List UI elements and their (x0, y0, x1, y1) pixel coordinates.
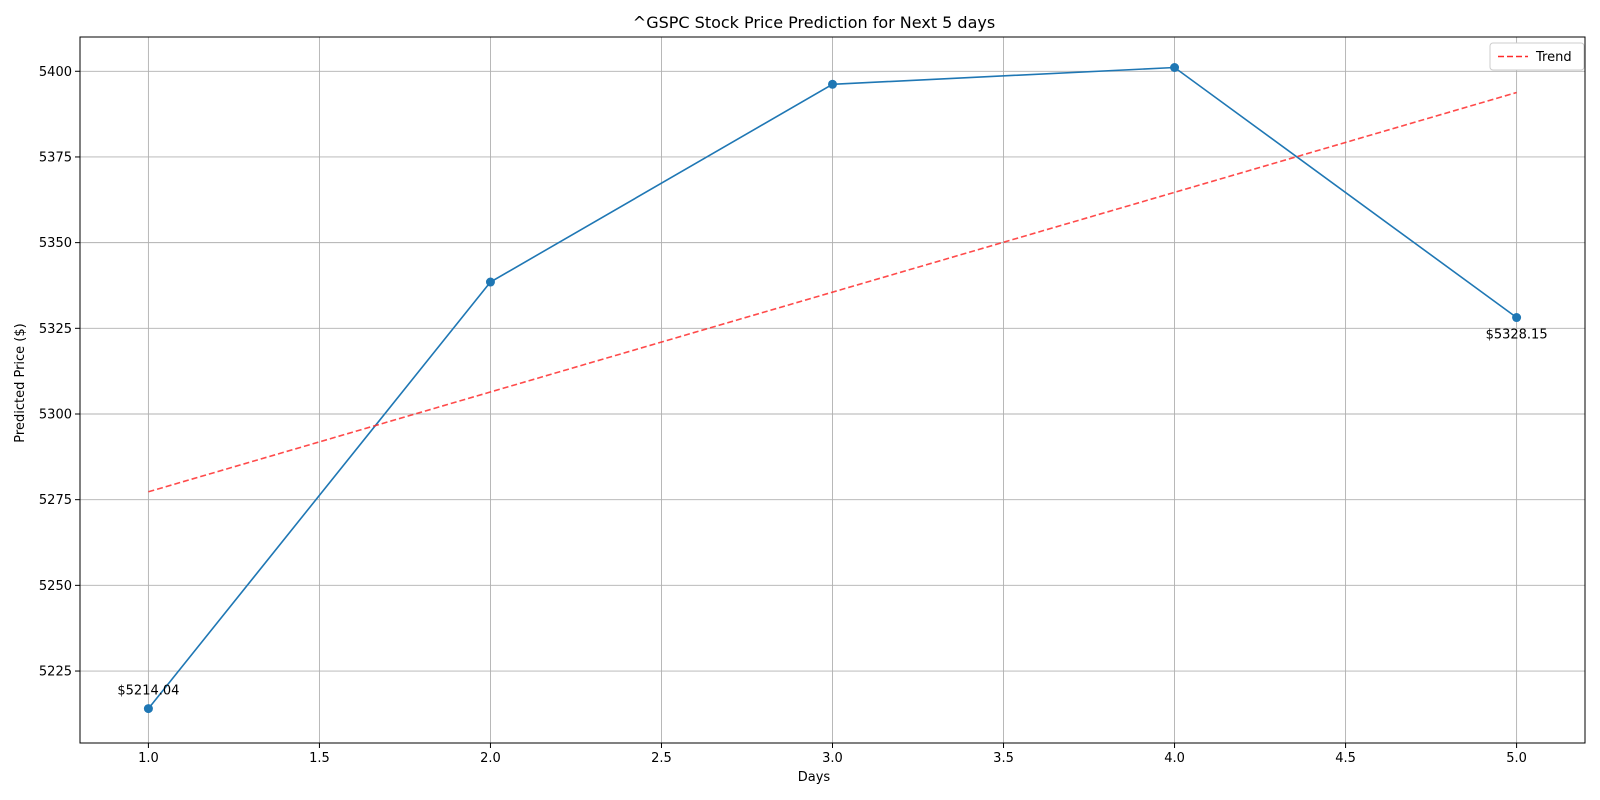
y-tick-label: 5275 (39, 493, 72, 508)
data-point (1512, 313, 1522, 323)
x-axis-label: Days (798, 770, 831, 785)
x-tick-label: 4.0 (1164, 751, 1185, 766)
data-point (828, 79, 837, 89)
y-tick-label: 5350 (39, 236, 72, 251)
series-layer (143, 63, 1522, 714)
data-label: $5214.04 (117, 684, 179, 699)
y-tick-label: 5325 (39, 322, 72, 337)
grid (80, 37, 1585, 743)
data-label: $5328.15 (1486, 328, 1548, 343)
y-tick-label: 5225 (39, 665, 72, 680)
x-tick-label: 3.5 (993, 751, 1014, 766)
x-tick-label: 1.5 (309, 751, 330, 766)
y-tick-label: 5250 (39, 579, 72, 594)
x-tick-label: 5.0 (1506, 751, 1527, 766)
x-tick-label: 1.0 (138, 751, 159, 766)
y-tick-label: 5300 (39, 407, 72, 422)
x-tick-label: 2.0 (480, 751, 501, 766)
data-point (1170, 63, 1180, 73)
y-axis-label: Predicted Price ($) (13, 323, 28, 442)
legend-label-trend: Trend (1535, 50, 1572, 65)
x-tick-label: 4.5 (1335, 751, 1356, 766)
x-tick-label: 2.5 (651, 751, 672, 766)
annotations: $5214.04 $5328.15 (117, 328, 1547, 699)
series-line-trend (148, 91, 1517, 493)
data-point (143, 704, 153, 714)
y-tick-label: 5400 (39, 65, 72, 80)
data-point (485, 277, 495, 287)
legend: Trend (1489, 42, 1585, 71)
chart-title: ^GSPC Stock Price Prediction for Next 5 … (633, 13, 995, 32)
x-tick-label: 3.0 (822, 751, 843, 766)
ticks: 1.0 1.5 2.0 2.5 3.0 3.5 4.0 4.5 5.0 5225 5250 5275 5… (39, 65, 1527, 766)
y-tick-label: 5375 (39, 150, 72, 165)
legend-box (1489, 42, 1585, 71)
